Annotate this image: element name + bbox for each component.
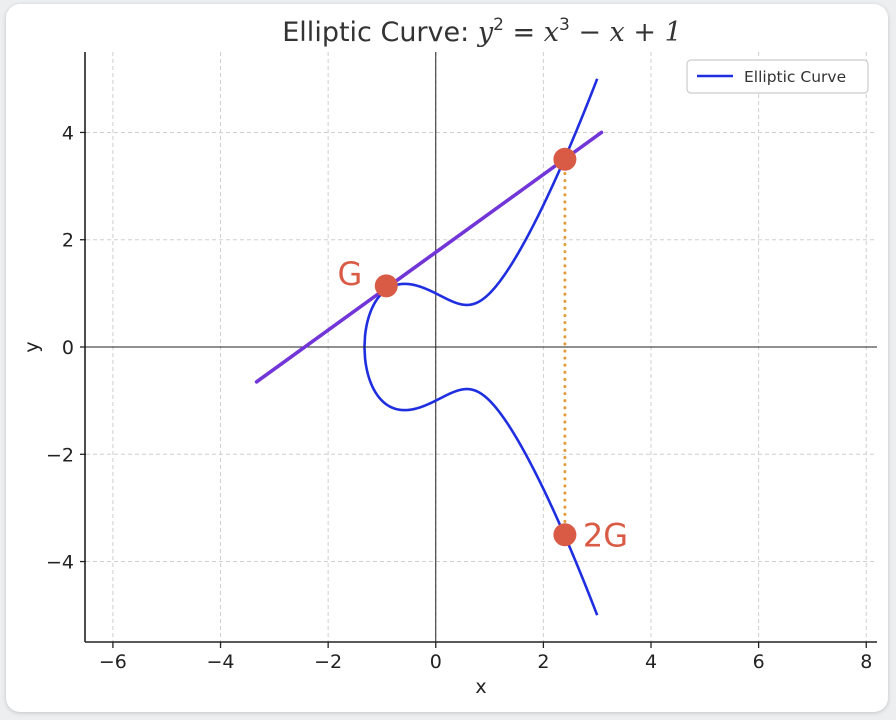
title-math-y: y <box>477 17 494 48</box>
x-axis-label: x <box>475 676 486 698</box>
x-tick-label: 4 <box>645 651 657 673</box>
y-axis-ticks: −4 −2 0 2 4 <box>46 122 86 574</box>
curve-upper-branch <box>363 78 599 347</box>
y-tick-label: 4 <box>62 122 74 144</box>
x-tick-label: 2 <box>537 651 549 673</box>
title-math-eq: = <box>504 17 544 48</box>
title-math-rest: − x + 1 <box>570 17 682 48</box>
curve-lower-branch <box>363 347 599 616</box>
point-labels: G 2G <box>337 255 628 555</box>
point-label: 2G <box>583 517 628 555</box>
y-tick-label: −2 <box>46 444 74 466</box>
curve-points <box>374 147 577 547</box>
y-tick-label: 0 <box>62 337 74 359</box>
title-math-exp3: 3 <box>559 15 570 35</box>
x-tick-label: 6 <box>753 651 765 673</box>
tangent-line <box>254 130 604 384</box>
curve-point <box>553 523 577 547</box>
legend-box <box>686 59 869 94</box>
x-tick-label: −6 <box>99 651 127 673</box>
x-tick-label: −2 <box>314 651 342 673</box>
y-axis-label: y <box>21 341 43 352</box>
curve-point <box>553 147 577 171</box>
x-axis-ticks: −6 −4 −2 0 2 4 6 8 <box>99 642 872 673</box>
chart-card <box>6 4 888 712</box>
x-tick-label: 8 <box>860 651 872 673</box>
zero-lines <box>86 52 877 642</box>
point-label: G <box>337 255 362 293</box>
legend: Elliptic Curve <box>686 59 869 94</box>
y-tick-label: −4 <box>46 552 74 574</box>
title-math-x: x <box>544 17 559 48</box>
x-tick-label: −4 <box>207 651 235 673</box>
curve-point <box>374 274 398 298</box>
y-tick-label: 2 <box>62 230 74 252</box>
legend-label: Elliptic Curve <box>744 68 846 86</box>
chart-title-text: Elliptic Curve: <box>282 17 478 48</box>
chart-title: Elliptic Curve: y2 = x3 − x + 1 <box>282 15 682 48</box>
title-math-exp2: 2 <box>493 15 504 35</box>
x-tick-label: 0 <box>430 651 442 673</box>
